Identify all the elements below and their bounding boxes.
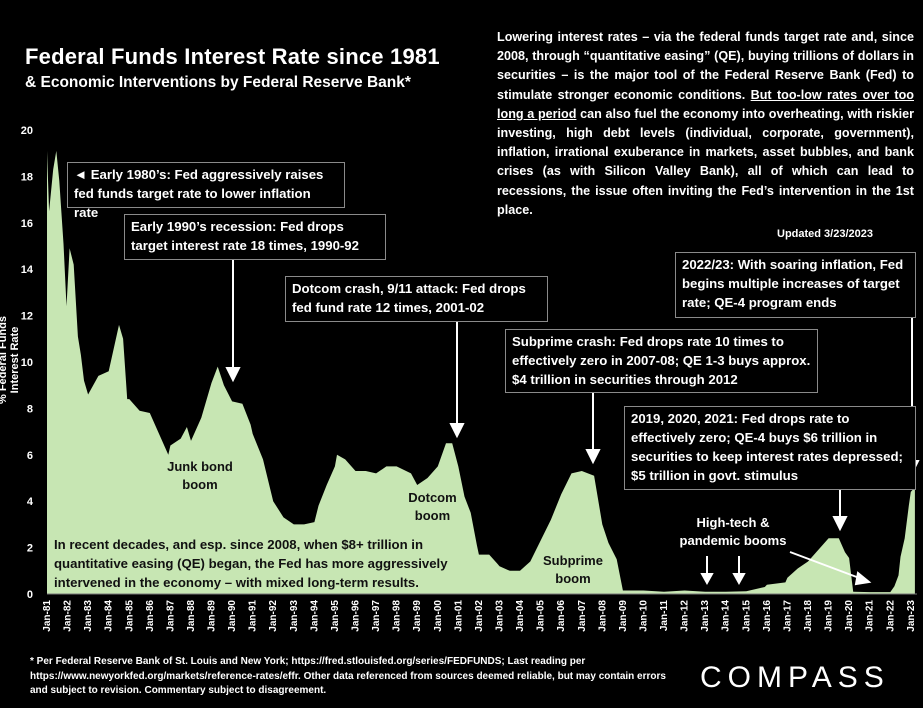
description-underlined: But too-low rates over too long a period xyxy=(497,87,914,121)
annotation-early90s: Early 1990’s recession: Fed drops target… xyxy=(124,214,386,260)
label-hightech-boom: High-tech & pandemic booms xyxy=(679,515,787,548)
arrow-dotcom-head xyxy=(449,423,465,439)
x-tick-label: Jan-93 xyxy=(289,600,300,632)
x-tick-label: Jan-11 xyxy=(659,600,670,632)
x-tick-label: Jan-13 xyxy=(700,600,711,632)
x-tick-label: Jan-21 xyxy=(865,600,876,632)
arrow-hightech-1-head xyxy=(700,573,714,586)
x-tick-label: Jan-06 xyxy=(556,600,567,632)
arrow-hightech-3-head xyxy=(854,571,872,586)
description-text: Lowering interest rates – via the federa… xyxy=(497,28,914,220)
label-subprime-boom: Subprime boom xyxy=(543,553,603,586)
x-tick-label: Jan-86 xyxy=(145,600,156,632)
x-tick-label: Jan-12 xyxy=(680,600,691,632)
annotation-dotcom: Dotcom crash, 9/11 attack: Fed drops fed… xyxy=(285,276,548,322)
y-tick-label: 14 xyxy=(21,264,34,276)
x-tick-label: Jan-83 xyxy=(83,600,94,632)
x-tick-label: Jan-85 xyxy=(124,600,135,632)
x-tick-label: Jan-92 xyxy=(268,600,279,632)
x-tick-label: Jan-09 xyxy=(618,600,629,632)
footnote: * Per Federal Reserve Bank of St. Louis … xyxy=(30,656,666,696)
x-tick-label: Jan-23 xyxy=(906,600,917,632)
x-tick-label: Jan-19 xyxy=(824,600,835,632)
chart-title: Federal Funds Interest Rate since 1981 xyxy=(25,44,440,69)
x-tick-label: Jan-08 xyxy=(597,600,608,632)
y-tick-label: 10 xyxy=(21,357,33,369)
label-junk-bond: Junk bond boom xyxy=(167,459,233,492)
x-tick-label: Jan-18 xyxy=(803,600,814,632)
y-tick-label: 6 xyxy=(27,450,33,462)
x-tick-label: Jan-94 xyxy=(309,600,320,632)
chart-subtitle: & Economic Interventions by Federal Rese… xyxy=(25,74,411,91)
x-tick-label: Jan-84 xyxy=(104,600,115,632)
x-tick-label: Jan-82 xyxy=(63,600,74,632)
x-tick-label: Jan-99 xyxy=(412,600,423,632)
arrow-early90s-head xyxy=(225,367,241,383)
y-tick-label: 0 xyxy=(27,589,33,601)
x-tick-label: Jan-03 xyxy=(494,600,505,632)
annotation-2022: 2022/23: With soaring inflation, Fed beg… xyxy=(675,252,916,318)
x-tick-label: Jan-89 xyxy=(207,600,218,632)
x-tick-label: Jan-87 xyxy=(165,600,176,632)
arrow-hightech-3 xyxy=(789,551,863,580)
x-axis: Jan-81 Jan-82 Jan-83 Jan-84 Jan-85 Jan-86 Jan-… xyxy=(42,600,917,632)
x-tick-label: Jan-01 xyxy=(453,600,464,632)
x-tick-label: Jan-07 xyxy=(577,600,588,632)
annotation-early80s: ◄ Early 1980’s: Fed aggressively raises … xyxy=(67,162,345,220)
x-tick-label: Jan-95 xyxy=(330,600,341,632)
x-tick-label: Jan-96 xyxy=(351,600,362,632)
x-tick-label: Jan-22 xyxy=(885,600,896,632)
updated-date: Updated 3/23/2023 xyxy=(777,228,873,240)
compass-logo: COMPASS xyxy=(700,661,890,694)
description-part1: Lowering interest rates – via the federa… xyxy=(497,30,914,102)
y-tick-label: 12 xyxy=(21,311,33,323)
annotation-subprime: Subprime crash: Fed drops rate 10 times … xyxy=(505,329,818,393)
x-tick-label: Jan-04 xyxy=(515,600,526,632)
arrow-hightech-2-head xyxy=(732,573,746,586)
annotation-recent: In recent decades, and esp. since 2008, … xyxy=(54,537,448,590)
y-tick-label: 4 xyxy=(27,496,34,508)
x-tick-label: Jan-16 xyxy=(762,600,773,632)
x-tick-label: Jan-81 xyxy=(42,600,53,632)
x-tick-label: Jan-20 xyxy=(844,600,855,632)
x-tick-label: Jan-14 xyxy=(721,600,732,632)
annotation-covid: 2019, 2020, 2021: Fed drops rate to effe… xyxy=(624,406,916,490)
x-tick-label: Jan-00 xyxy=(433,600,444,632)
x-tick-label: Jan-91 xyxy=(248,600,259,632)
x-tick-label: Jan-10 xyxy=(638,600,649,632)
x-tick-label: Jan-05 xyxy=(536,600,547,632)
y-axis-label: % Federal Funds Interest Rate xyxy=(0,315,21,404)
arrow-subprime-head xyxy=(585,449,601,465)
label-dotcom-boom: Dotcom boom xyxy=(408,490,457,523)
x-tick-label: Jan-15 xyxy=(741,600,752,632)
y-tick-label: 16 xyxy=(21,218,33,230)
y-axis: 0 2 4 6 8 10 12 14 16 18 20 xyxy=(21,125,917,601)
y-tick-label: 2 xyxy=(27,543,33,555)
arrow-covid-head xyxy=(832,516,848,532)
description-part2: can also fuel the economy into overheati… xyxy=(497,106,914,217)
x-tick-label: Jan-97 xyxy=(371,600,382,632)
x-tick-label: Jan-98 xyxy=(392,600,403,632)
x-tick-label: Jan-17 xyxy=(782,600,793,632)
y-tick-label: 18 xyxy=(21,171,33,183)
x-tick-label: Jan-88 xyxy=(186,600,197,632)
x-tick-label: Jan-02 xyxy=(474,600,485,632)
series-area-fed-funds xyxy=(47,150,915,594)
y-tick-label: 8 xyxy=(27,403,33,415)
x-tick-label: Jan-90 xyxy=(227,600,238,632)
y-tick-label: 20 xyxy=(21,125,33,137)
